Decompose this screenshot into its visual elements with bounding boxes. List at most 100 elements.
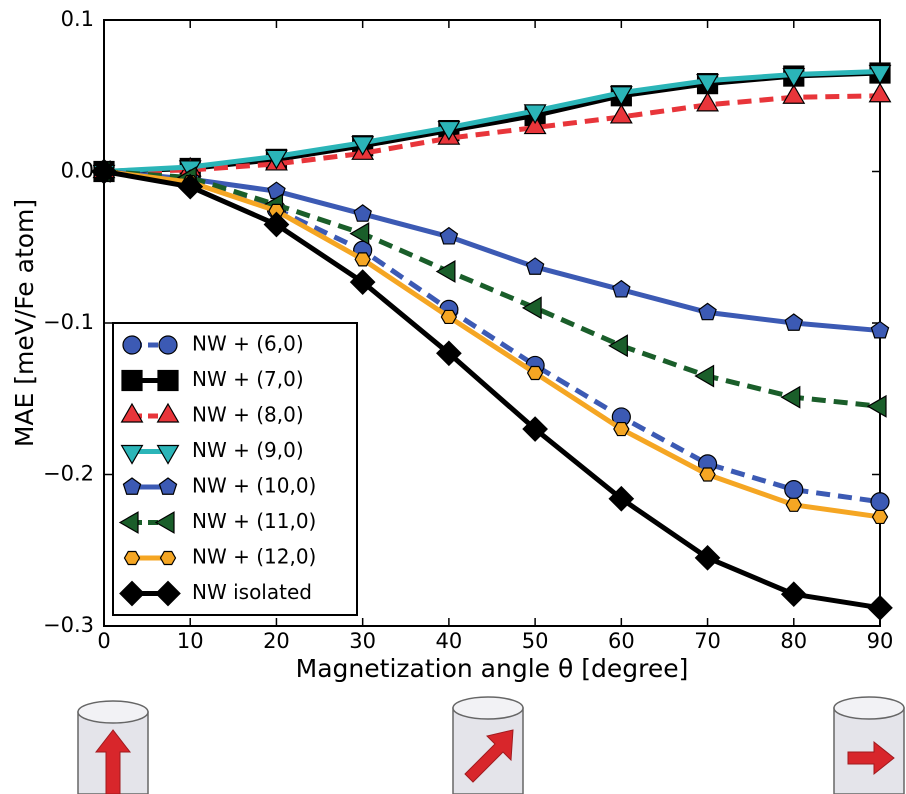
y-tick-label: 0.0 — [61, 159, 94, 183]
marker — [870, 320, 890, 339]
marker — [867, 594, 893, 621]
marker — [868, 82, 892, 103]
marker — [436, 340, 462, 367]
marker — [177, 173, 204, 200]
x-tick-label: 30 — [349, 629, 376, 653]
marker — [439, 226, 459, 245]
marker — [263, 211, 290, 238]
marker — [694, 544, 721, 571]
marker — [608, 485, 635, 512]
marker — [699, 467, 716, 482]
marker — [612, 279, 631, 298]
legend-box — [112, 322, 358, 616]
x-tick-label: 60 — [608, 629, 635, 653]
orientation-icons — [77, 696, 905, 794]
marker — [870, 492, 890, 512]
series-line — [103, 169, 881, 409]
y-tick-label: −0.2 — [43, 462, 94, 486]
legend-label: NW + (12,0) — [192, 545, 316, 569]
legend-marker — [122, 335, 142, 355]
marker — [696, 73, 719, 94]
legend-label: NW + (6,0) — [192, 332, 304, 356]
series-line — [103, 169, 881, 520]
legend-marker — [159, 550, 177, 566]
marker — [440, 309, 458, 325]
marker — [780, 385, 801, 409]
x-tick-label: 40 — [436, 629, 463, 653]
x-tick-label: 20 — [263, 629, 290, 653]
marker — [354, 252, 371, 267]
legend-marker — [156, 444, 180, 465]
marker — [609, 103, 633, 124]
legend-marker — [121, 369, 143, 392]
marker — [523, 114, 547, 135]
x-tick-label: 80 — [780, 629, 807, 653]
cylinder-icon — [833, 696, 905, 794]
legend-marker — [157, 369, 179, 392]
x-tick-label: 0 — [97, 629, 110, 653]
marker — [526, 365, 544, 381]
legend: NW + (6,0) NW + (7,0) NW + (8,0) NW + (9,0)… — [112, 322, 358, 616]
series-line — [103, 169, 881, 611]
marker — [522, 416, 548, 442]
marker — [91, 158, 117, 185]
legend-marker — [120, 402, 144, 423]
marker — [784, 313, 804, 331]
x-axis-label: Magnetization angle θ [degree] — [296, 654, 689, 683]
series-layer — [90, 62, 893, 621]
series-line — [103, 93, 881, 174]
series — [91, 158, 893, 621]
legend-label: NW + (8,0) — [192, 403, 304, 427]
marker — [780, 581, 807, 608]
marker — [868, 64, 892, 85]
y-tick-label: −0.1 — [43, 310, 94, 334]
legend-label: NW + (11,0) — [192, 509, 316, 533]
marker — [523, 104, 547, 125]
legend-marker — [118, 511, 139, 534]
marker — [265, 149, 288, 170]
marker — [782, 67, 806, 88]
marker — [437, 120, 461, 141]
marker — [349, 269, 376, 295]
marker — [609, 86, 633, 106]
marker — [435, 260, 456, 283]
marker — [696, 91, 719, 112]
cylinder-icon — [77, 700, 149, 794]
series-line — [103, 69, 881, 174]
x-tick-label: 50 — [522, 629, 549, 653]
marker — [351, 136, 375, 156]
y-axis-label: MAE [meV/Fe atom] — [10, 199, 39, 447]
x-tick-label: 70 — [694, 629, 721, 653]
legend-marker — [122, 477, 142, 495]
x-tick-label: 10 — [177, 629, 204, 653]
legend-label: NW + (7,0) — [192, 367, 304, 391]
legend-marker — [158, 335, 178, 355]
marker — [871, 509, 889, 525]
x-tick-label: 90 — [867, 629, 894, 653]
y-tick-label: −0.3 — [43, 613, 94, 637]
marker — [698, 302, 717, 321]
legend-marker — [120, 444, 144, 465]
marker — [521, 296, 542, 320]
series — [92, 64, 892, 185]
legend-marker — [154, 511, 175, 534]
marker — [785, 497, 802, 512]
series-line — [103, 169, 881, 334]
marker — [694, 364, 715, 388]
legend-marker — [155, 580, 181, 607]
legend-label: NW isolated — [192, 580, 312, 604]
marker — [782, 84, 806, 104]
marker — [608, 334, 628, 358]
marker — [525, 257, 545, 275]
marker — [353, 204, 372, 222]
cylinder-icon — [452, 696, 524, 794]
marker — [866, 394, 887, 418]
marker — [784, 480, 804, 500]
series-line — [103, 70, 881, 174]
legend-label: NW + (10,0) — [192, 474, 316, 498]
legend-label: NW + (9,0) — [192, 438, 304, 462]
legend-marker — [158, 477, 178, 495]
legend-marker — [156, 402, 180, 423]
legend-marker — [119, 580, 145, 607]
